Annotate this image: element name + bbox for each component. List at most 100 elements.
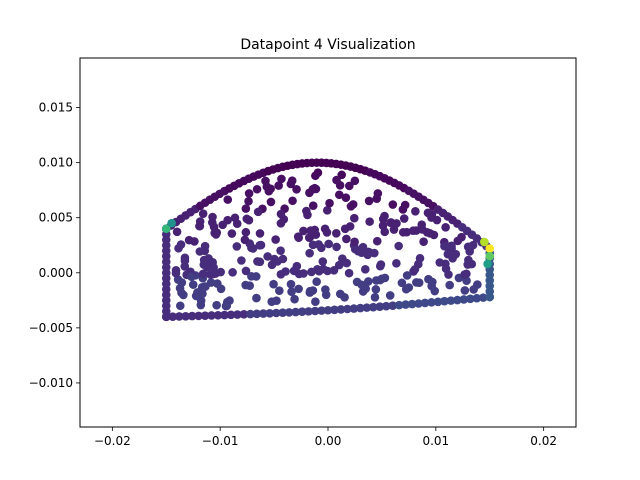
scatter-point-181 <box>322 228 332 237</box>
scatter-point-334 <box>381 301 391 311</box>
scatter-point-74 <box>195 221 204 231</box>
scatter-point-270 <box>275 286 284 295</box>
scatter-point-146 <box>286 179 296 189</box>
scatter-point-262 <box>184 235 194 245</box>
scatter-point-36 <box>253 207 263 217</box>
scatter-point-198 <box>408 226 418 236</box>
scatter-point-298 <box>207 218 217 227</box>
scatter-point-227 <box>427 281 436 291</box>
scatter-point-321 <box>297 307 307 317</box>
scatter-point-173 <box>358 287 368 296</box>
scatter-point-221 <box>329 266 339 275</box>
x-tick-label: −0.01 <box>202 434 239 448</box>
scatter-point-9 <box>342 234 351 244</box>
scatter-point-238 <box>180 256 190 266</box>
scatter-point-287 <box>447 241 456 251</box>
scatter-point-319 <box>284 308 294 317</box>
scatter-point-258 <box>342 258 351 268</box>
scatter-point-168 <box>222 301 232 311</box>
scatter-point-235 <box>357 280 367 290</box>
scatter-point-278 <box>364 277 373 286</box>
axes-layer: −0.02 −0.01 0.00 0.01 0.02 −0.010 −0.005 0.000 0… <box>29 101 557 448</box>
scatter-point-125 <box>241 227 251 237</box>
scatter-point-231 <box>177 288 186 298</box>
scatter-point-132 <box>255 257 265 267</box>
scatter-point-155 <box>335 289 345 299</box>
scatter-point-348 <box>472 293 482 303</box>
scatter-point-285 <box>279 215 289 224</box>
scatter-point-76 <box>228 268 237 277</box>
scatter-point-280 <box>247 243 256 253</box>
scatter-point-320 <box>291 307 300 317</box>
scatter-point-212 <box>263 252 272 261</box>
scatter-point-339 <box>414 299 423 308</box>
scatter-point-299 <box>417 220 427 230</box>
scatter-point-308 <box>213 310 223 320</box>
scatter-point-446 <box>485 251 495 261</box>
scatter-point-266 <box>281 267 290 276</box>
scatter-point-329 <box>349 304 359 313</box>
scatter-point-207 <box>176 240 186 249</box>
scatter-point-58 <box>334 190 344 200</box>
scatter-point-338 <box>407 299 417 309</box>
scatter-point-297 <box>414 278 424 288</box>
scatter-point-161 <box>321 285 330 294</box>
scatter-point-445 <box>480 237 489 247</box>
scatter-point-63 <box>241 266 251 276</box>
scatter-point-225 <box>244 215 254 225</box>
scatter-point-324 <box>317 306 326 315</box>
scatter-point-257 <box>341 193 351 202</box>
scatter-point-252 <box>460 286 470 295</box>
scatter-point-197 <box>299 269 308 278</box>
scatter-point-293 <box>252 293 261 303</box>
y-tick-label: 0.015 <box>39 101 73 115</box>
scatter-point-119 <box>290 294 299 304</box>
scatter-point-171 <box>345 181 354 191</box>
scatter-point-156 <box>312 277 321 286</box>
scatter-point-288 <box>292 185 301 194</box>
scatter-point-49 <box>350 237 359 247</box>
scatter-point-290 <box>469 285 478 294</box>
scatter-point-242 <box>385 291 395 300</box>
scatter-point-177 <box>378 214 388 224</box>
scatter-point-328 <box>343 304 352 314</box>
scatter-point-223 <box>360 265 370 274</box>
x-tick-label: 0.02 <box>530 434 557 448</box>
scatter-point-318 <box>278 308 288 318</box>
x-tick-label: 0.01 <box>422 434 449 448</box>
scatter-point-100 <box>232 242 242 251</box>
scatter-point-208 <box>302 206 311 216</box>
scatter-point-38 <box>453 236 463 246</box>
x-tick-label: −0.02 <box>94 434 131 448</box>
scatter-point-305 <box>194 311 203 321</box>
scatter-point-78 <box>305 248 314 258</box>
scatter-point-294 <box>410 265 420 274</box>
scatter-point-275 <box>195 247 205 256</box>
scatter-point-241 <box>440 241 449 251</box>
scatter-point-216 <box>223 215 232 225</box>
scatter-point-80 <box>332 242 341 252</box>
scatter-point-154 <box>419 237 428 247</box>
scatter-point-224 <box>244 189 254 198</box>
scatter-point-114 <box>272 296 281 305</box>
scatter-point-6 <box>371 285 381 294</box>
scatter-point-192 <box>313 264 322 274</box>
scatter-point-183 <box>198 269 208 279</box>
scatter-point-309 <box>220 310 229 320</box>
scatter-point-276 <box>427 213 436 222</box>
scatter-point-303 <box>181 311 190 321</box>
scatter-point-291 <box>200 241 210 251</box>
scatter-point-449 <box>483 259 492 269</box>
scatter-point-343 <box>440 296 449 306</box>
scatter-point-336 <box>394 300 404 310</box>
scatter-point-289 <box>392 219 401 228</box>
scatter-point-310 <box>226 310 236 320</box>
scatter-point-326 <box>330 305 339 315</box>
scatter-point-331 <box>362 303 372 312</box>
scatter-point-67 <box>294 284 303 294</box>
scatter-point-332 <box>368 302 378 312</box>
scatter-point-138 <box>464 255 473 265</box>
scatter-point-444 <box>485 244 495 253</box>
chart-title: Datapoint 4 Visualization <box>240 37 415 53</box>
scatter-point-47 <box>198 209 208 218</box>
